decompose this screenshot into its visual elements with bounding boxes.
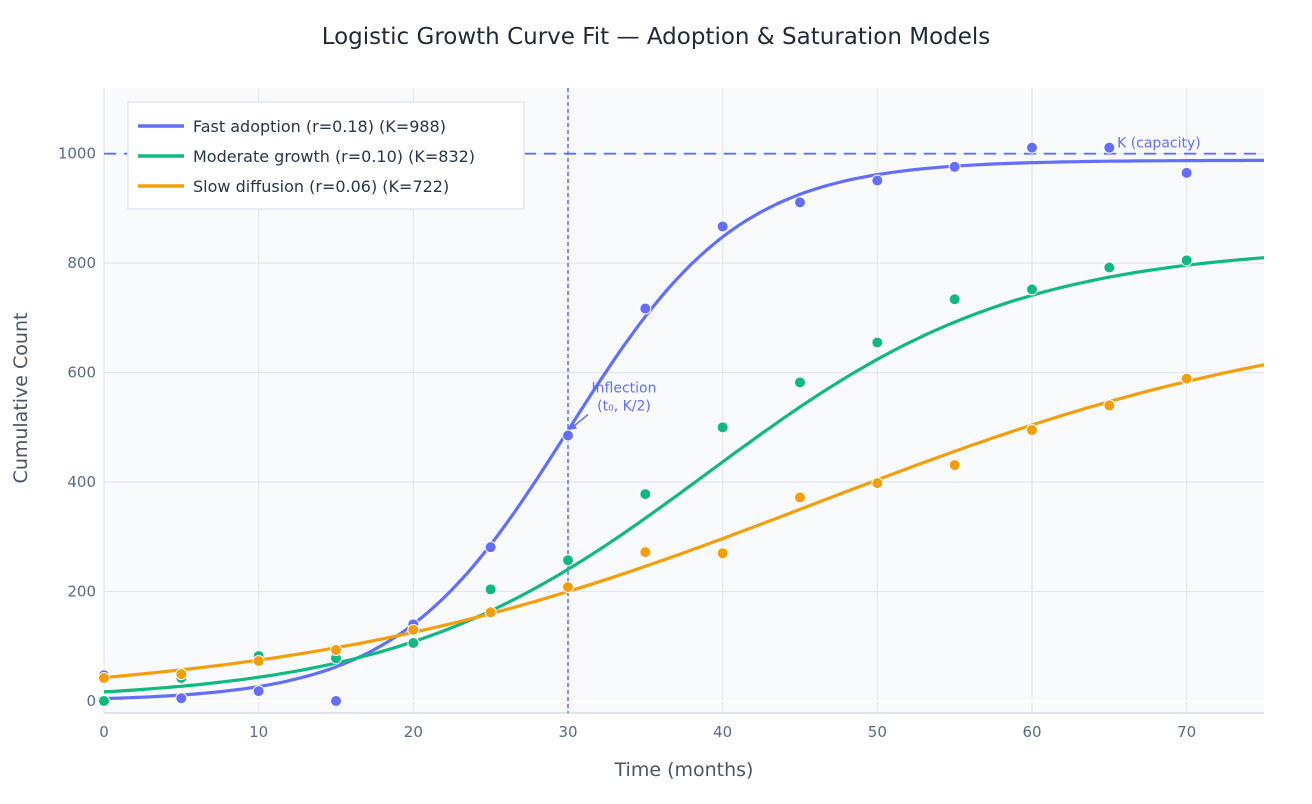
y-axis-label: Cumulative Count <box>10 313 32 484</box>
x-axis-label: Time (months) <box>614 759 754 781</box>
data-point <box>562 554 574 567</box>
legend-label: Moderate growth (r=0.10) (K=832) <box>193 147 475 166</box>
data-point <box>716 421 729 434</box>
fit-curve <box>103 158 1264 701</box>
capacity-label: K (capacity) <box>1117 136 1201 152</box>
data-point <box>484 583 497 596</box>
data-point <box>948 459 961 472</box>
data-point <box>1026 283 1038 296</box>
fit-curve <box>103 256 1265 694</box>
data-point <box>1103 399 1116 412</box>
x-tick-label: 0 <box>99 723 109 741</box>
y-tick-label: 0 <box>86 692 96 710</box>
data-point <box>484 541 497 554</box>
data-point <box>716 220 729 233</box>
series-group <box>98 141 1265 707</box>
x-tick-label: 40 <box>713 723 732 741</box>
data-point <box>175 692 188 705</box>
legend-label: Fast adoption (r=0.18) (K=988) <box>193 117 446 136</box>
legend-label: Slow diffusion (r=0.06) (K=722) <box>193 177 449 196</box>
data-point <box>98 694 110 707</box>
x-tick-label: 70 <box>1177 723 1196 741</box>
legend-box <box>127 101 525 210</box>
chart-title: Logistic Growth Curve Fit — Adoption & S… <box>322 24 991 50</box>
data-point <box>407 636 420 649</box>
inflection-label-line1: Inflection <box>592 381 657 397</box>
x-tick-label: 30 <box>558 723 577 741</box>
data-point <box>639 488 652 501</box>
data-point <box>871 477 884 490</box>
fit-curve <box>103 363 1265 679</box>
data-point <box>1180 372 1193 385</box>
legend: Fast adoption (r=0.18) (K=988) Moderate g… <box>127 101 525 210</box>
data-point <box>1180 166 1193 179</box>
data-point <box>252 655 265 668</box>
data-point <box>948 160 961 173</box>
data-point <box>639 546 652 559</box>
data-point <box>330 694 342 707</box>
data-point <box>175 668 188 681</box>
inflection-label-line2: (t₀, K/2) <box>597 399 651 415</box>
data-point <box>484 606 497 619</box>
y-tick-label: 600 <box>67 364 96 382</box>
x-tick-label: 10 <box>249 723 268 741</box>
y-tick-labels: 0 200 400 600 800 1000 <box>58 145 96 710</box>
data-point <box>794 376 806 389</box>
data-point <box>1026 141 1038 154</box>
y-tick-label: 800 <box>67 254 96 272</box>
data-point <box>562 581 574 594</box>
data-point <box>1103 141 1116 154</box>
y-tick-label: 1000 <box>58 145 96 163</box>
data-point <box>716 547 729 560</box>
data-point <box>330 644 342 657</box>
data-point <box>1103 261 1116 274</box>
x-tick-label: 50 <box>868 723 887 741</box>
data-point <box>98 671 110 684</box>
data-point <box>639 302 652 315</box>
x-tick-labels: 0 10 20 30 40 50 60 70 <box>99 723 1196 741</box>
data-point <box>252 685 265 698</box>
data-point <box>871 174 884 187</box>
series-slow <box>98 363 1265 684</box>
reference-lines: K (capacity) Inflection (t₀, K/2) <box>104 88 1264 713</box>
inflection-arrowhead <box>570 423 577 430</box>
data-point <box>1026 424 1038 437</box>
data-point <box>871 336 884 349</box>
y-tick-label: 400 <box>67 473 96 491</box>
data-point <box>794 196 806 209</box>
data-point <box>794 491 806 504</box>
series-fast <box>98 141 1264 707</box>
x-tick-label: 20 <box>404 723 423 741</box>
data-point <box>407 623 420 636</box>
data-point <box>1180 254 1193 267</box>
data-point <box>562 429 574 442</box>
y-tick-label: 200 <box>67 583 96 601</box>
data-point <box>948 293 961 306</box>
x-tick-label: 60 <box>1022 723 1041 741</box>
